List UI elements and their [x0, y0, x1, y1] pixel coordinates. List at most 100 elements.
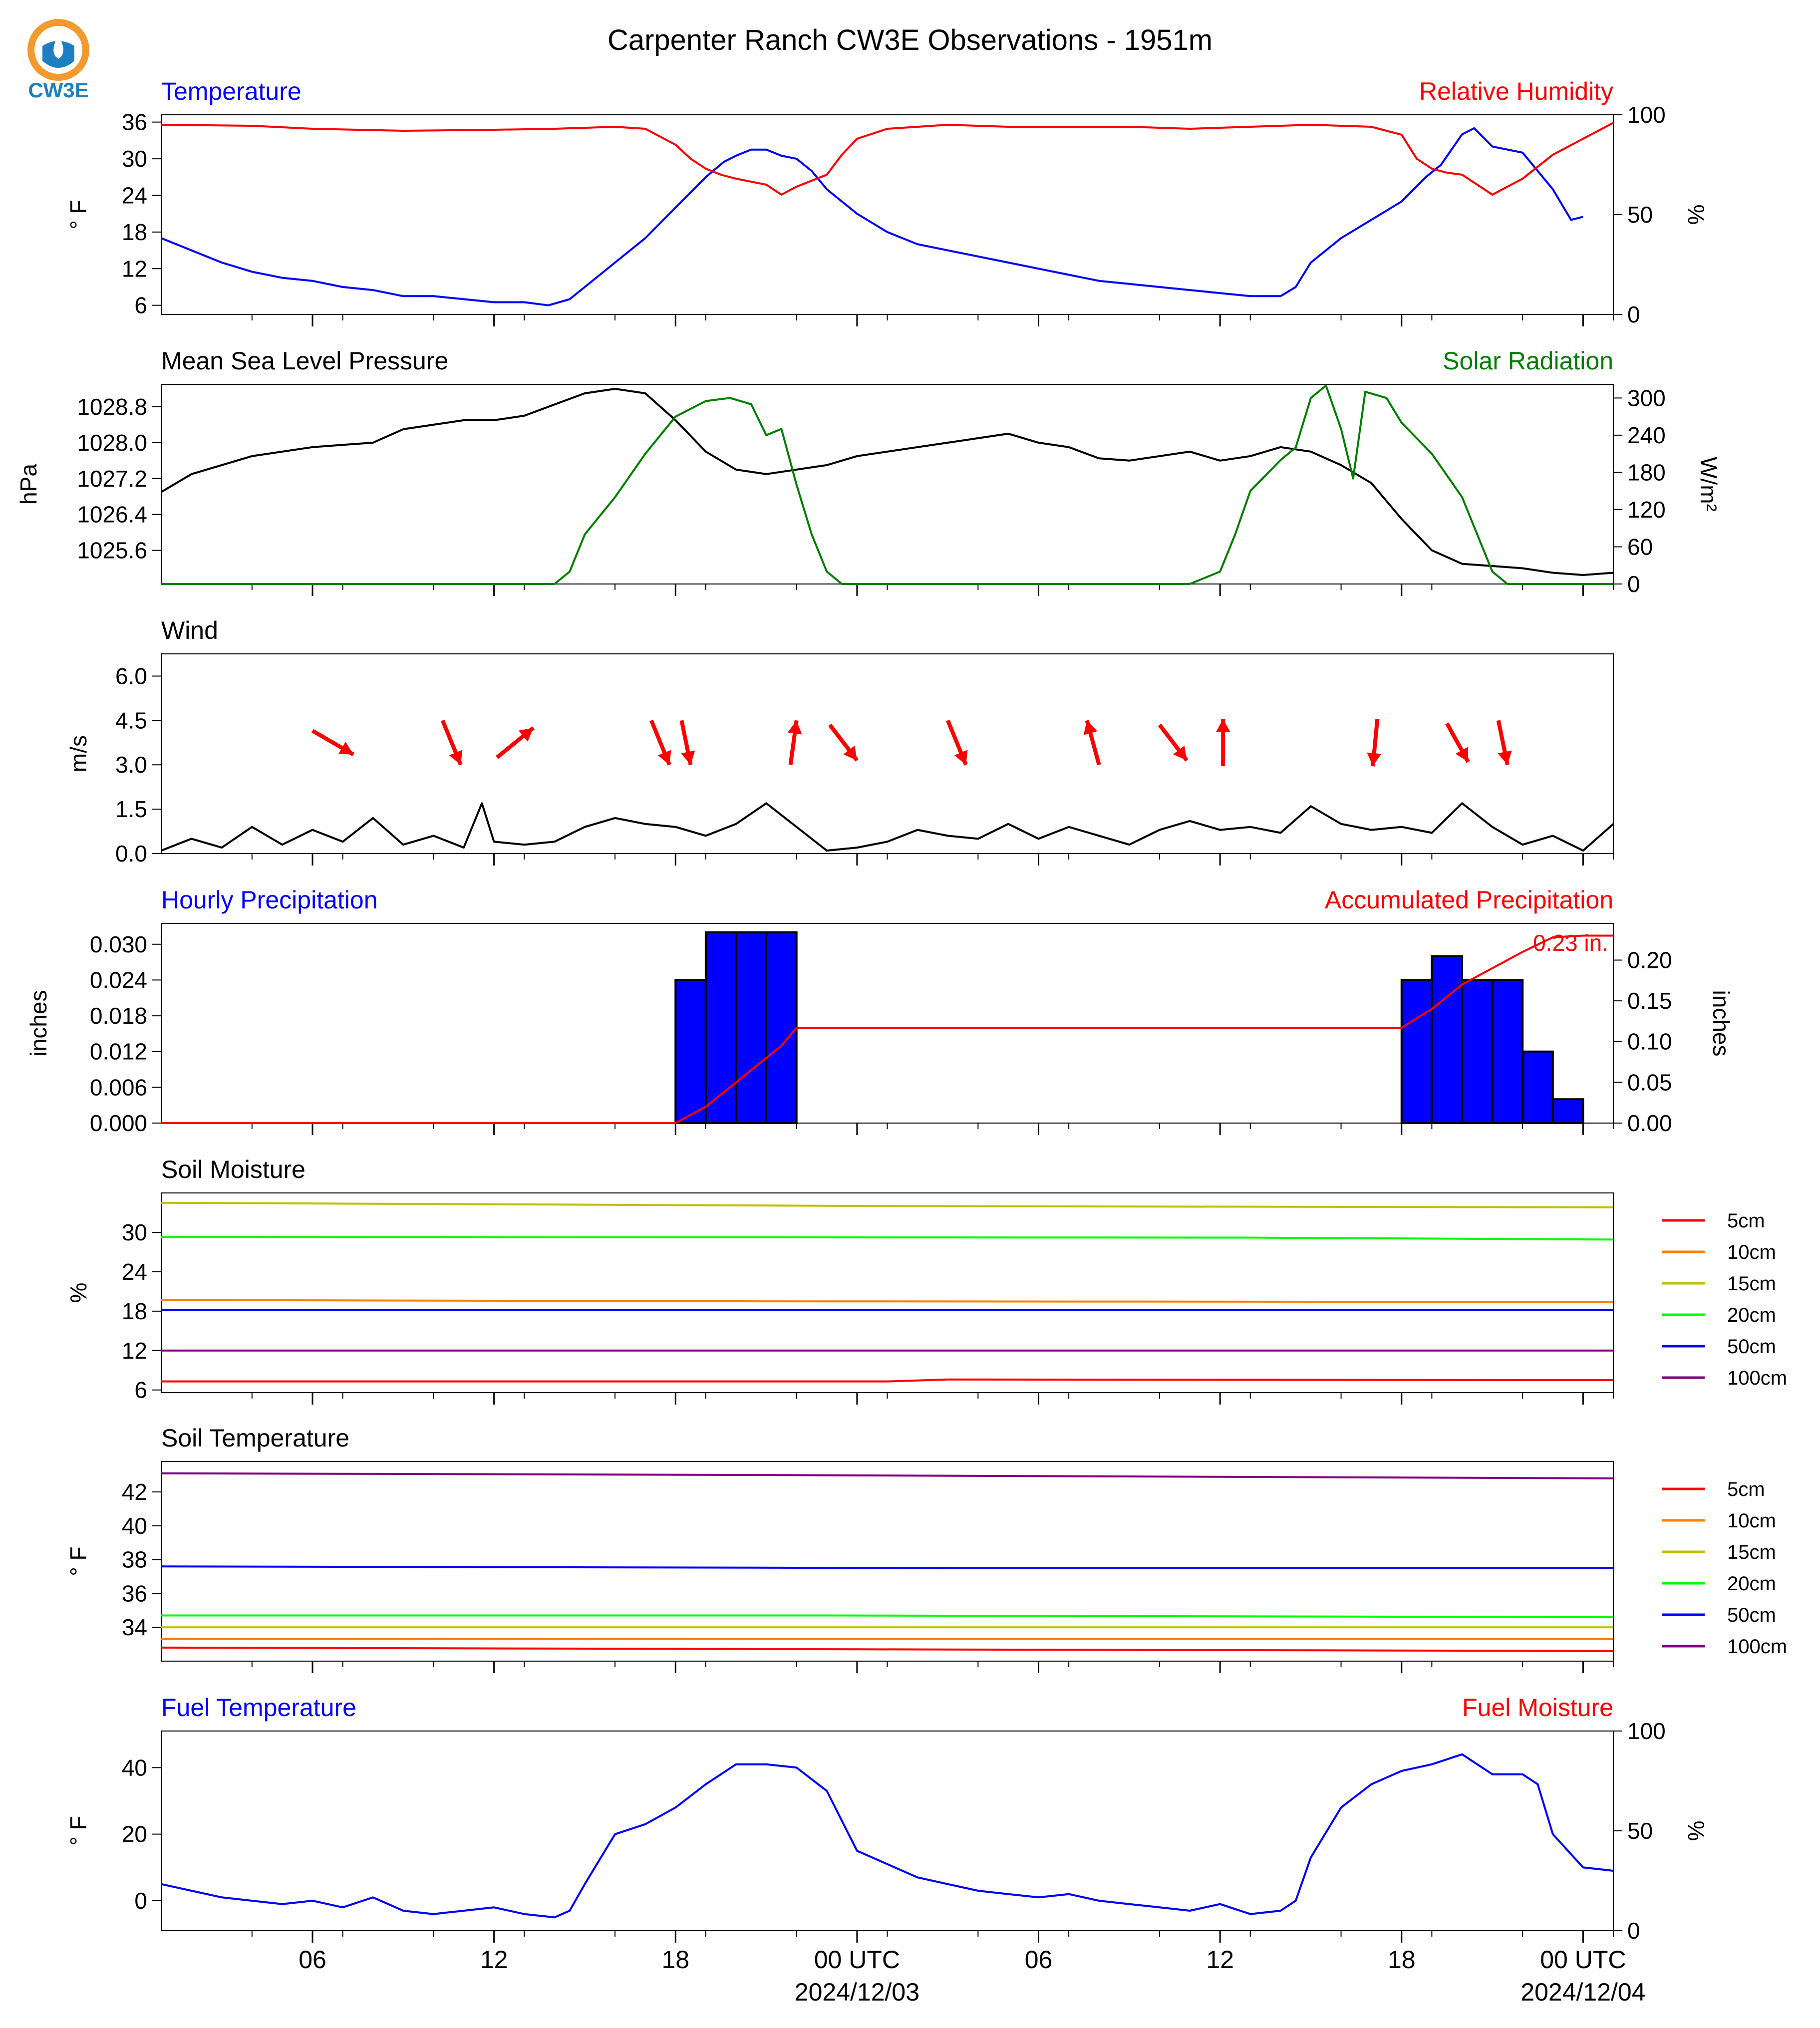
depth-legend: 5cm 10cm 15cm 20cm 50cm 100cm — [1662, 1210, 1787, 1389]
y-tick-label-right: 0.10 — [1627, 1029, 1672, 1055]
y-tick-label-right: 50 — [1627, 1818, 1653, 1844]
y-axis-label-left: ° F — [65, 200, 91, 229]
y-tick-label-left: 42 — [122, 1479, 147, 1505]
legend-label: 100cm — [1727, 1636, 1787, 1658]
series-line-10cm — [161, 1299, 1614, 1303]
depth-legend: 5cm 10cm 15cm 20cm 50cm 100cm — [1662, 1478, 1787, 1658]
x-tick-label: 18 — [1388, 1946, 1416, 1974]
panels: Temperature Relative Humidity 6 12 18 24 30 36 °… — [15, 77, 1787, 2006]
wind-arrow-head — [954, 750, 968, 765]
y-tick-label-left: 0.000 — [90, 1110, 147, 1136]
y-tick-label-left: 6 — [134, 292, 147, 318]
legend-label: 10cm — [1727, 1510, 1776, 1532]
accumulated-annotation: 0.23 in. — [1533, 930, 1608, 956]
precip-bar — [1431, 955, 1463, 1124]
y-tick-label-left: 30 — [122, 146, 147, 172]
panel-soil_moisture: Soil Moisture 6 12 18 24 30% 5cm 10cm 15cm 20cm 50… — [65, 1156, 1787, 1405]
series-line — [161, 122, 1614, 196]
precip-bar — [1461, 979, 1494, 1125]
y-tick-label-left: 1028.8 — [77, 394, 147, 420]
y-tick-label-right: 100 — [1627, 102, 1666, 128]
series-line-50cm — [161, 1565, 1613, 1569]
series-line-15cm — [161, 1201, 1614, 1208]
y-tick-label-left: 38 — [122, 1547, 147, 1573]
x-tick-label: 18 — [661, 1946, 689, 1974]
panel-title-left: Fuel Temperature — [161, 1694, 356, 1722]
legend-label: 100cm — [1727, 1367, 1787, 1389]
y-tick-label-left: 0.012 — [90, 1039, 147, 1065]
panel-title-right: Accumulated Precipitation — [1325, 886, 1613, 914]
legend-label: 50cm — [1727, 1336, 1776, 1358]
wind-arrow-head — [787, 720, 802, 735]
legend-label: 5cm — [1727, 1210, 1765, 1232]
legend-label: 10cm — [1727, 1241, 1776, 1263]
y-tick-label-right: 120 — [1627, 497, 1666, 523]
precip-bar — [765, 931, 798, 1124]
legend-label: 15cm — [1727, 1541, 1776, 1563]
wind-arrow-head — [681, 750, 695, 765]
legend-label: 50cm — [1727, 1604, 1776, 1626]
panel-fuel: Fuel Temperature Fuel Moisture 0 20 40 ° F 0 50… — [65, 1694, 1709, 1944]
y-axis-label-left: ° F — [65, 1816, 91, 1845]
y-tick-label-right: 0.15 — [1627, 988, 1672, 1014]
panel-pressure_solar: Mean Sea Level Pressure Solar Radiation 10… — [15, 347, 1722, 597]
y-axis-label-right: % — [1683, 1821, 1709, 1841]
y-axis-label-left: inches — [25, 990, 51, 1057]
precip-bar — [674, 979, 707, 1125]
y-tick-label-right: 180 — [1627, 459, 1666, 485]
y-tick-label-right: 240 — [1627, 422, 1666, 448]
panel-title-right: Fuel Moisture — [1462, 1694, 1613, 1722]
panel-title-left: Temperature — [161, 77, 302, 105]
x-tick-date-label: 2024/12/03 — [795, 1978, 919, 2006]
y-tick-label-left: 1025.6 — [77, 538, 147, 564]
cw3e-logo: CW3E — [27, 19, 89, 102]
y-axis-label-left: hPa — [15, 464, 41, 505]
y-tick-label-left: 40 — [122, 1513, 147, 1539]
series-line — [161, 934, 1613, 1124]
series-line — [160, 388, 1614, 576]
panel-title-left: Wind — [161, 616, 218, 644]
y-tick-label-left: 0.030 — [90, 931, 147, 957]
x-tick-label: 12 — [480, 1946, 508, 1974]
x-tick-label: 06 — [1025, 1946, 1053, 1974]
y-tick-label-right: 0 — [1627, 571, 1640, 597]
wind-arrow-head — [1083, 720, 1098, 735]
y-tick-label-left: 24 — [122, 1259, 147, 1285]
y-tick-label-left: 6 — [134, 1377, 147, 1403]
y-tick-label-right: 300 — [1627, 385, 1666, 411]
panel-title-left: Hourly Precipitation — [161, 886, 378, 914]
wind-arrow-head — [338, 741, 353, 755]
y-tick-label-left: 1027.2 — [77, 466, 147, 492]
panel-wind: Wind 0.0 1.5 3.0 4.5 6.0 m/s — [65, 616, 1614, 867]
y-tick-label-left: 36 — [122, 1580, 147, 1606]
wind-arrow-head — [518, 728, 534, 742]
y-axis-label-right: inches — [1708, 990, 1734, 1057]
figure-title: Carpenter Ranch CW3E Observations - 1951… — [607, 24, 1213, 56]
x-tick-label: 06 — [299, 1946, 326, 1974]
series-line — [161, 1753, 1614, 1919]
series-line — [161, 802, 1614, 852]
y-tick-label-left: 18 — [122, 219, 147, 245]
y-tick-label-left: 6.0 — [115, 663, 147, 689]
wind-arrow-head — [657, 750, 671, 765]
y-tick-label-left: 3.0 — [115, 752, 147, 778]
wind-arrow-head — [1173, 745, 1187, 761]
wind-arrow-head — [843, 745, 857, 761]
y-tick-label-left: 1.5 — [115, 796, 147, 822]
y-tick-label-left: 34 — [122, 1614, 147, 1640]
y-axis-label-right: W/m² — [1696, 457, 1722, 512]
panel-title-right: Relative Humidity — [1419, 77, 1613, 105]
y-tick-label-left: 12 — [122, 256, 147, 282]
legend-label: 20cm — [1727, 1573, 1776, 1595]
precip-bar — [1491, 979, 1524, 1125]
panel-title-left: Mean Sea Level Pressure — [161, 347, 448, 375]
y-tick-label-left: 4.5 — [115, 707, 147, 733]
y-tick-label-right: 60 — [1627, 534, 1653, 560]
y-tick-label-left: 12 — [122, 1338, 147, 1364]
precip-bar — [735, 931, 768, 1124]
legend-label: 15cm — [1727, 1273, 1776, 1295]
panel-temp_rh: Temperature Relative Humidity 6 12 18 24 30 36 °… — [65, 77, 1709, 327]
precip-bar — [1521, 1050, 1554, 1124]
